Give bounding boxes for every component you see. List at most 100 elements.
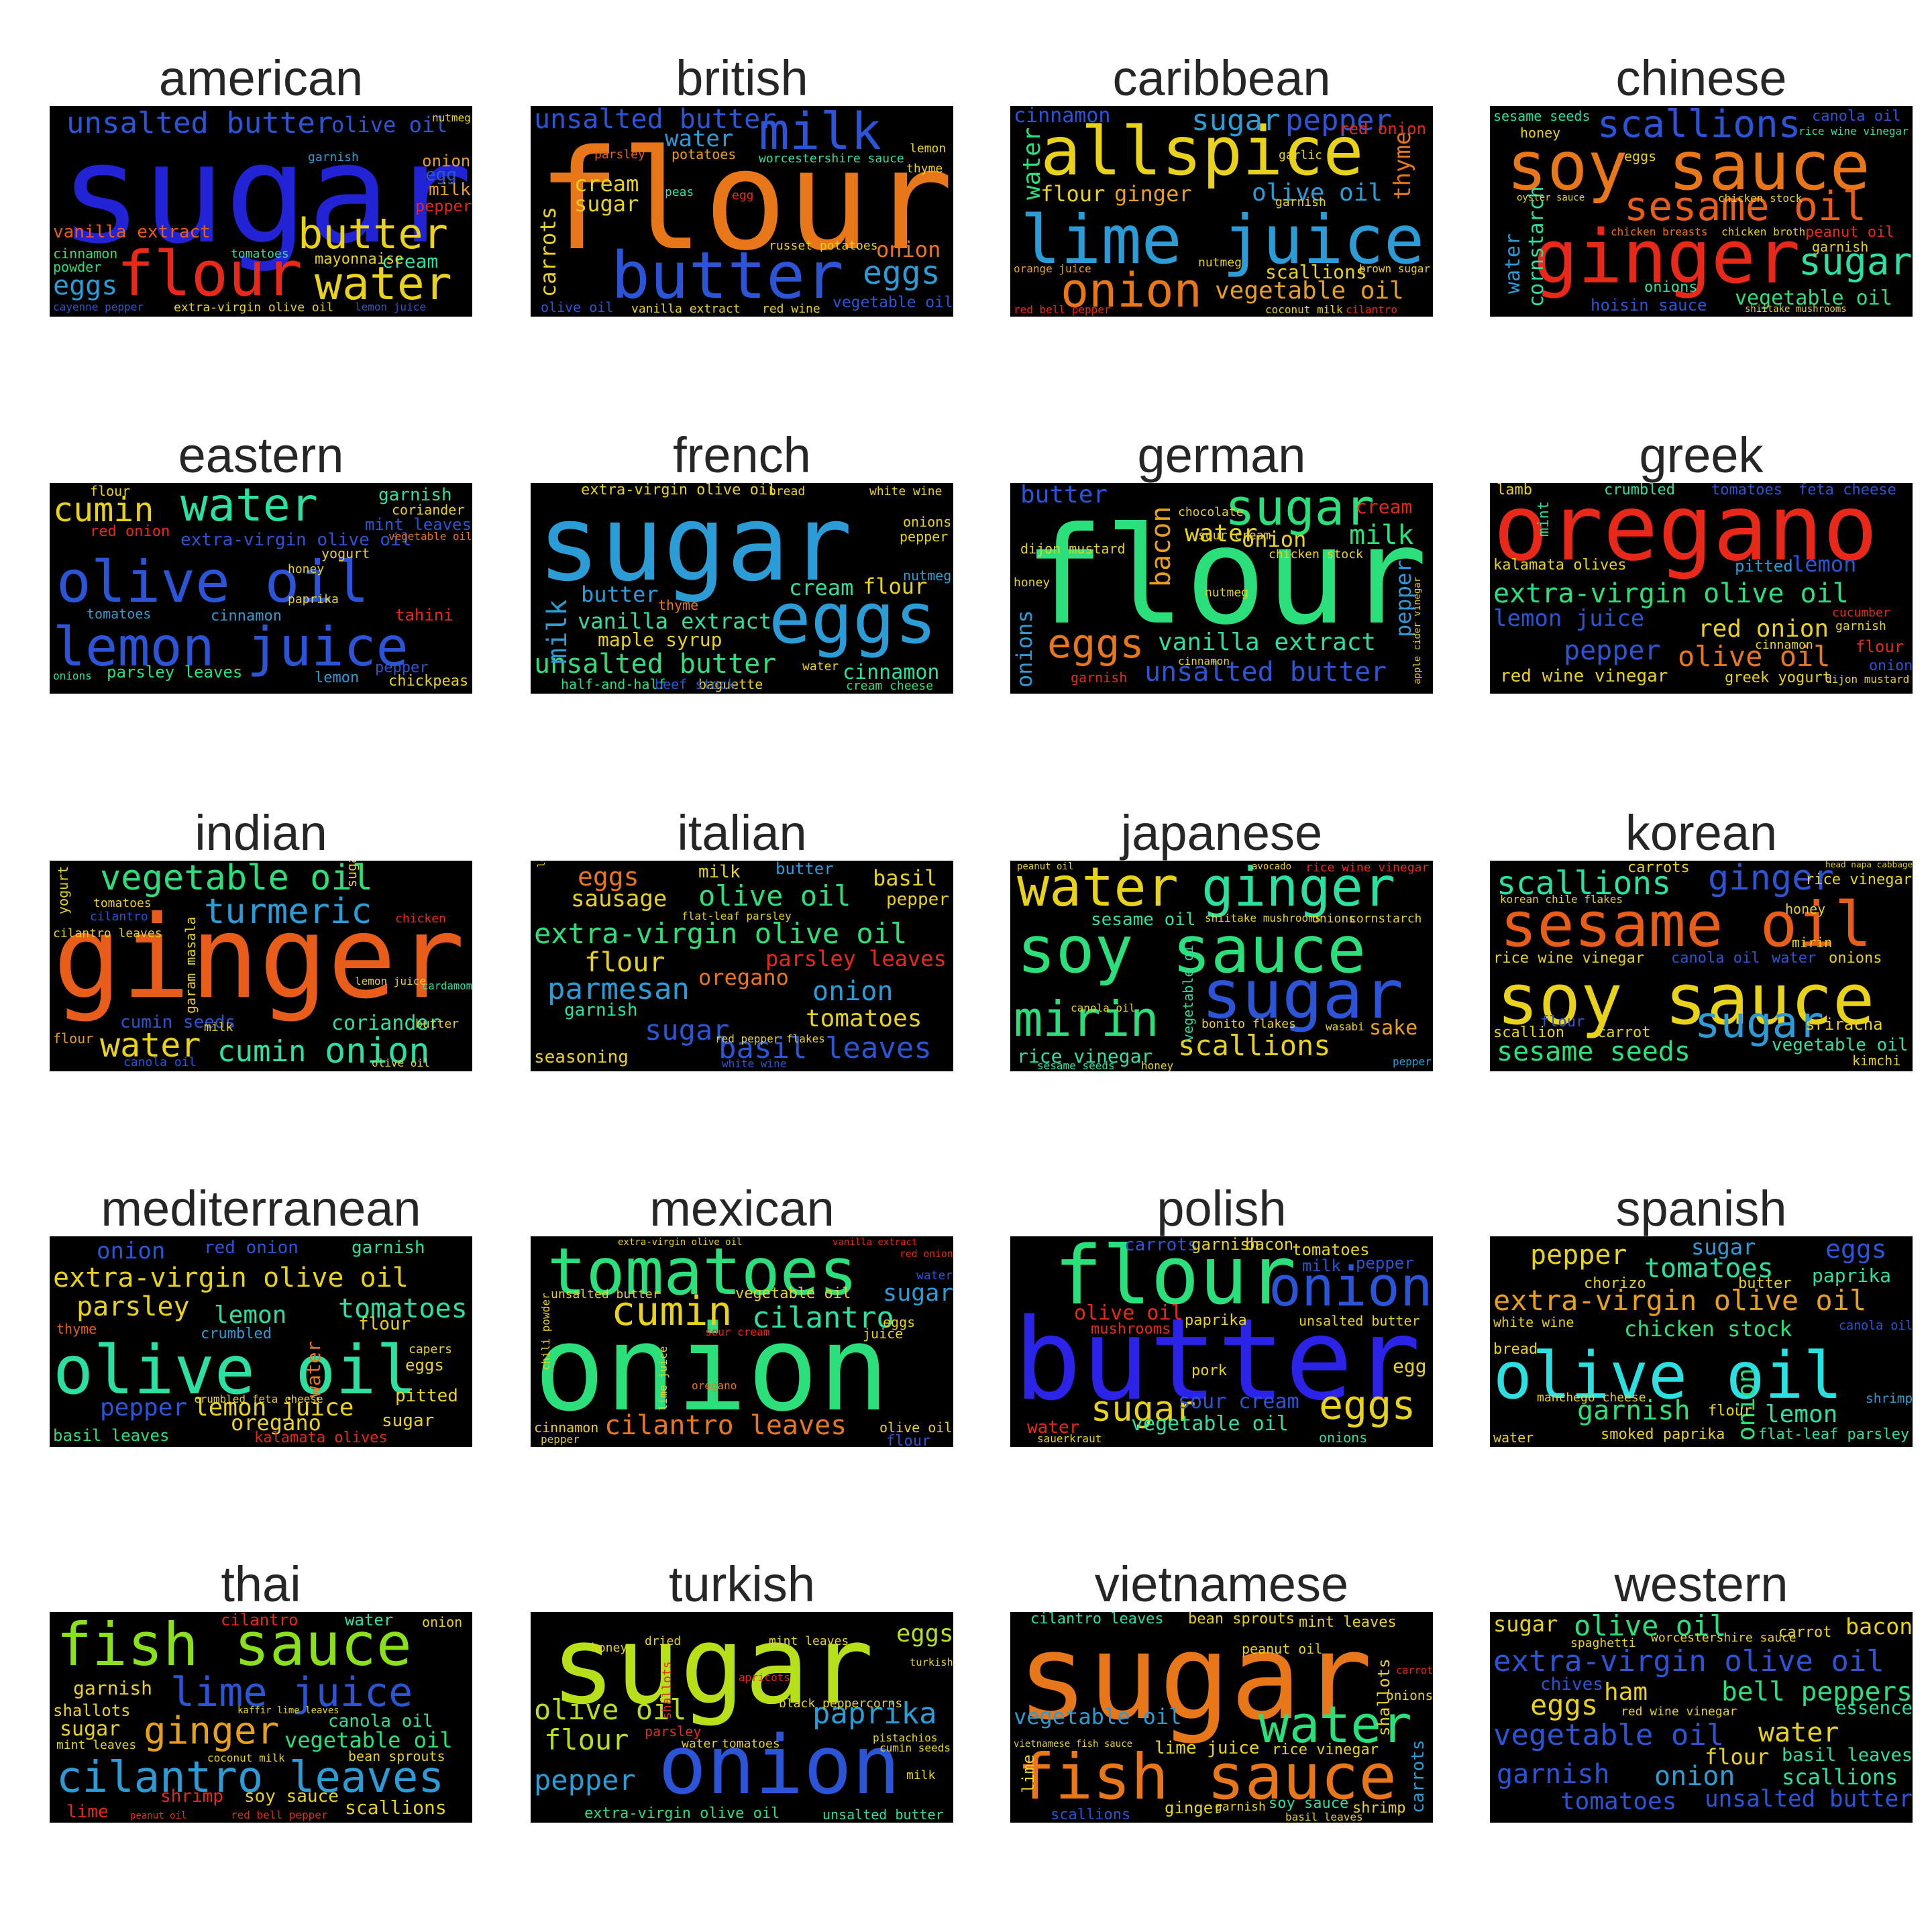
cloud-word: olive oil: [1678, 640, 1831, 673]
cloud-word: shiitake mushrooms: [1745, 304, 1847, 315]
cloud-word: pepper: [1391, 559, 1416, 637]
cloud-word: oyster sauce: [1517, 193, 1585, 203]
cloud-word: cilantro leaves: [604, 1410, 847, 1441]
panel-title: turkish: [669, 1556, 815, 1612]
cloud-word: cilantro: [90, 910, 148, 924]
cloud-word: pepper: [886, 890, 949, 910]
cloud-word: cardamom: [422, 980, 472, 992]
cloud-word: flour: [1856, 637, 1904, 656]
cloud-word: pork: [1191, 1362, 1227, 1379]
cloud-word: cinnamon: [1014, 106, 1111, 127]
cloud-word: carrot: [1778, 1624, 1832, 1641]
cloud-word: cayenne pepper: [53, 301, 144, 313]
cloud-word: butter: [415, 1017, 460, 1031]
cloud-word: mint: [1536, 501, 1552, 537]
cloud-word: paprika: [288, 592, 339, 606]
cloud-word: soy sauce: [244, 1786, 339, 1807]
wordcloud: extra-virgin olive oil olive oil sugar baco…: [1490, 1612, 1913, 1823]
panel-title: western: [1614, 1556, 1788, 1612]
cloud-word: red onion: [1698, 615, 1829, 643]
cloud-word: lemon: [315, 669, 360, 686]
cloud-word: red bell pepper: [231, 1809, 328, 1821]
cloud-word: water: [1258, 1695, 1412, 1754]
cloud-word: butter: [581, 582, 659, 607]
cloud-word: shallots: [1375, 1658, 1393, 1736]
cloud-word: flour: [584, 947, 665, 978]
cloud-word: extra-virgin olive oil: [1493, 1284, 1867, 1317]
cloud-word: soy sauce: [1017, 912, 1366, 987]
cloud-word: bonito flakes: [1201, 1017, 1296, 1031]
cloud-word: avocado: [1252, 861, 1292, 872]
cloud-word: vegetable oil: [833, 294, 953, 311]
cloud-word: garam masala: [182, 916, 199, 1014]
cloud-word: water: [1185, 520, 1258, 547]
cloud-word: cream: [574, 171, 639, 197]
cloud-word: powder: [53, 259, 102, 275]
cloud-word: sour cream: [705, 1326, 770, 1338]
cloud-word: baguette: [698, 676, 763, 692]
cloud-word: onions: [53, 669, 92, 682]
cloud-word: eggs: [1825, 1236, 1887, 1264]
cloud-word: head napa cabbage: [1825, 861, 1913, 869]
cloud-word: onions: [1829, 950, 1882, 967]
cloud-word: water: [665, 125, 734, 152]
cloud-word: cilantro leaves: [53, 926, 162, 941]
cloud-word: kalamata olives: [254, 1430, 388, 1446]
cloud-word: ginger: [1114, 181, 1192, 207]
cloud-word: nutmeg: [1205, 586, 1249, 600]
cloud-word: pepper: [1285, 106, 1392, 138]
cloud-word: flour: [1708, 1403, 1753, 1419]
cloud-word: mint leaves: [365, 515, 472, 534]
cloud-word: extra-virgin olive oil: [174, 301, 334, 315]
cloud-word: flour: [863, 574, 928, 599]
cloud-word: shiitake mushrooms: [1205, 912, 1322, 924]
cloud-word: potatoes: [672, 146, 737, 162]
cloud-word: milk: [698, 862, 741, 882]
cloud-word: water: [303, 1340, 325, 1397]
cloud-word: unsalted butter: [822, 1807, 944, 1823]
cloud-word: bacon: [1245, 1236, 1294, 1254]
cloud-word: honey: [288, 562, 325, 576]
cloud-word: vegetable oil: [1180, 936, 1196, 1042]
cloud-word: hoisin sauce: [1591, 296, 1707, 315]
cloud-word: onion: [1061, 263, 1202, 317]
cloud-word: lime juice: [170, 1669, 413, 1716]
cloud-word: bell peppers: [1721, 1676, 1913, 1707]
cloud-word: sake: [1369, 1016, 1418, 1040]
cloud-word: sugar: [1191, 106, 1281, 138]
cloud-word: cream cheese: [846, 679, 934, 693]
cloud-word: garnish: [1812, 239, 1869, 255]
cloud-word: basil leaves: [53, 1426, 170, 1445]
cloud-word: extra-virgin olive oil: [53, 1263, 409, 1293]
cloud-word: sugar: [645, 1014, 730, 1046]
cloud-word: scallions: [345, 1796, 447, 1819]
cloud-word: eggs: [863, 254, 941, 292]
wordcloud: fish sauce lime juice ginger cilantro leave…: [50, 1612, 472, 1823]
cloud-word: coriander: [331, 1012, 441, 1035]
cloud-word: sugar: [1017, 1612, 1373, 1746]
cloud-word: pepper: [375, 659, 429, 676]
cloud-word: pepper: [1564, 635, 1661, 666]
cloud-word: cornstarch: [1349, 912, 1422, 926]
cloud-word: olive oil: [372, 1057, 430, 1069]
cloud-word: water: [1018, 127, 1046, 200]
cloud-word: butter: [298, 209, 448, 258]
wordcloud: onion tomatoes cumin cilantro sugar cilantro …: [531, 1236, 953, 1447]
cloud-word: garnish: [308, 150, 359, 164]
cloud-word: unsalted butter: [534, 106, 777, 135]
cloud-word: garnish: [1835, 619, 1886, 633]
cloud-word: extra-virgin olive oil: [618, 1237, 743, 1248]
cloud-word: water: [1772, 950, 1817, 967]
panel-title: french: [673, 427, 811, 483]
cloud-word: onion: [658, 1719, 901, 1813]
cloud-word: crumbled: [1604, 483, 1675, 498]
cloud-word: spaghetti: [1570, 1636, 1636, 1650]
cloud-word: water: [916, 1269, 953, 1283]
cloud-word: milk: [906, 1768, 936, 1782]
cloud-word: carrot: [1597, 1024, 1651, 1041]
cloud-word: sour cream: [1198, 529, 1271, 543]
cloud-word: white wine: [869, 484, 943, 498]
cloud-word: dried: [645, 1634, 682, 1648]
cloud-word: brown sugar: [1359, 262, 1430, 275]
